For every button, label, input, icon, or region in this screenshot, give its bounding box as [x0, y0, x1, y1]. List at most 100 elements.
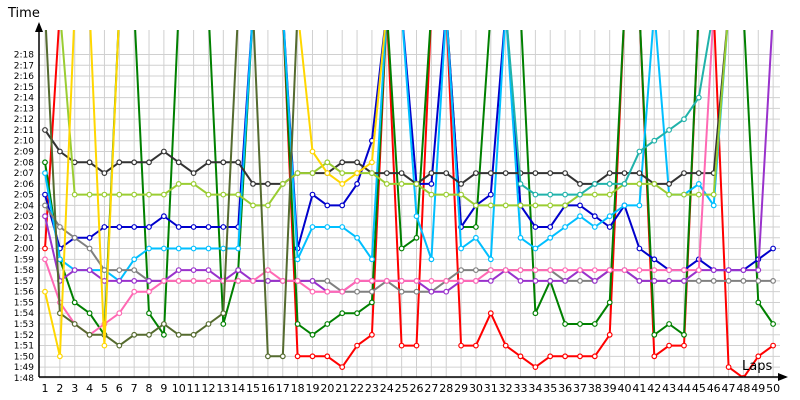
x-tick-label: 34: [528, 382, 542, 395]
data-point: [606, 180, 613, 187]
data-point: [71, 191, 78, 198]
data-point: [577, 213, 583, 220]
y-tick-label: 1:58: [14, 266, 34, 276]
data-point: [205, 224, 212, 230]
data-point: [443, 278, 450, 284]
data-point: [413, 234, 420, 241]
x-tick-label: 32: [499, 382, 513, 395]
data-point: [740, 278, 747, 284]
data-point: [695, 170, 702, 177]
x-tick-label: 17: [276, 382, 290, 395]
data-point: [265, 278, 271, 284]
data-point: [369, 170, 375, 177]
data-point: [562, 353, 568, 360]
data-point: [547, 170, 554, 177]
data-point: [265, 202, 271, 209]
data-point: [309, 331, 316, 338]
data-point: [235, 278, 242, 284]
data-point: [725, 267, 732, 274]
x-tick-label: 21: [335, 382, 349, 395]
data-point: [398, 245, 405, 252]
data-point: [116, 159, 123, 166]
data-point: [190, 170, 197, 177]
data-point: [606, 170, 613, 177]
data-point: [681, 267, 687, 274]
data-point: [606, 331, 613, 338]
data-point: [755, 267, 762, 274]
data-point: [146, 159, 152, 166]
y-tick-label: 1:48: [14, 374, 34, 384]
data-point: [235, 267, 242, 274]
data-point: [205, 321, 212, 327]
x-tick-label: 42: [647, 382, 661, 395]
series-group: [42, 30, 776, 377]
x-tick-label: 18: [291, 382, 305, 395]
data-point: [86, 245, 93, 252]
x-tick-label: 37: [573, 382, 587, 395]
data-point: [324, 278, 331, 284]
data-point: [354, 278, 361, 284]
x-tick-label: 31: [484, 382, 498, 395]
data-point: [354, 159, 361, 166]
data-point: [577, 202, 583, 209]
data-point: [547, 278, 554, 284]
data-point: [458, 180, 465, 187]
y-tick-label: 2:06: [14, 180, 34, 190]
x-tick-label: 47: [722, 382, 736, 395]
y-tick-label: 2:10: [14, 137, 34, 147]
series-line: [42, 30, 729, 284]
data-point: [265, 353, 271, 360]
plot-area: [42, 30, 776, 377]
x-tick-label: 9: [160, 382, 167, 395]
x-tick-label: 43: [662, 382, 676, 395]
data-point: [681, 278, 687, 284]
data-point: [339, 159, 346, 166]
data-point: [458, 267, 465, 274]
data-point: [309, 191, 316, 198]
data-point: [666, 180, 672, 187]
data-point: [57, 148, 63, 155]
data-point: [220, 321, 227, 327]
y-tick-label: 2:15: [14, 83, 34, 93]
data-point: [175, 224, 182, 230]
data-point: [324, 321, 331, 327]
data-point: [324, 202, 331, 209]
data-point: [190, 180, 197, 187]
series-line: [42, 30, 386, 360]
data-point: [205, 191, 212, 198]
data-point: [309, 170, 316, 177]
data-point: [369, 288, 375, 295]
data-point: [532, 364, 539, 371]
data-point: [473, 278, 479, 284]
data-point: [413, 278, 420, 284]
data-point: [235, 245, 242, 252]
data-point: [636, 148, 643, 155]
data-point: [443, 288, 450, 295]
data-point: [755, 278, 762, 284]
x-axis-title: Laps: [742, 359, 772, 374]
x-tick-label: 1: [42, 382, 49, 395]
data-point: [398, 288, 405, 295]
data-point: [413, 342, 420, 349]
data-point: [160, 278, 167, 284]
data-point: [42, 159, 48, 166]
x-tick-label: 41: [632, 382, 646, 395]
data-point: [487, 267, 494, 274]
data-point: [532, 310, 539, 317]
y-tick-label: 2:03: [14, 212, 34, 222]
data-point: [324, 353, 331, 360]
data-point: [101, 267, 108, 274]
data-point: [532, 245, 539, 252]
data-point: [205, 278, 212, 284]
data-point: [101, 278, 108, 284]
data-point: [473, 170, 479, 177]
data-point: [86, 234, 93, 241]
data-point: [547, 353, 554, 360]
y-tick-label: 2:12: [14, 115, 34, 125]
x-tick-label: 36: [558, 382, 572, 395]
data-point: [502, 202, 509, 209]
y-tick-label: 2:04: [14, 201, 34, 211]
y-tick-label: 2:09: [14, 148, 34, 158]
data-point: [160, 191, 167, 198]
